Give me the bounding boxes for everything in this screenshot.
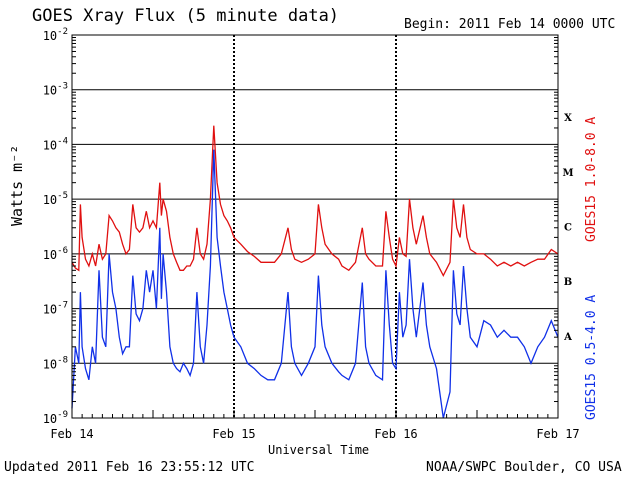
tick-label-layer: 10-9 10-8 10-7 10-6 10-5 10-4 10-3 10-2 Feb 14 Fe… [43, 27, 580, 441]
y-tick-label: 10-4 [43, 136, 68, 152]
y-tick-label: 10-6 [43, 246, 68, 262]
flare-class-labels: A B C M X [562, 113, 573, 343]
x-tick-label: Feb 14 [50, 427, 93, 441]
y-tick-label: 10-2 [43, 27, 68, 43]
series-line-short-wavelength [71, 149, 559, 419]
x-tick-label: Feb 17 [536, 427, 579, 441]
flare-class-label: C [564, 223, 572, 234]
y-tick-label: 10-9 [43, 410, 68, 426]
x-axis-label: Universal Time [268, 443, 370, 457]
flare-class-label: A [563, 332, 572, 343]
legend-series-short: GOES15 0.5-4.0 A [584, 294, 599, 420]
y-axis-label: Watts m⁻² [8, 144, 26, 226]
axis-layer [71, 34, 559, 419]
flare-class-label: B [564, 277, 572, 288]
x-tick-label: Feb 16 [374, 427, 417, 441]
grid-layer [72, 34, 558, 419]
updated-timestamp: Updated 2011 Feb 16 23:55:12 UTC [4, 460, 255, 475]
series-line-long-wavelength [71, 125, 559, 278]
begin-time: Begin: 2011 Feb 14 0000 UTC [404, 17, 616, 32]
x-tick-label: Feb 15 [212, 427, 255, 441]
y-tick-label: 10-8 [43, 355, 68, 371]
legend-series-long: GOES15 1.0-8.0 A [584, 116, 599, 242]
chart-title: GOES Xray Flux (5 minute data) [32, 6, 340, 26]
flare-class-label: X [564, 113, 572, 124]
series-layer [71, 125, 559, 419]
flare-class-label: M [562, 168, 573, 179]
y-tick-label: 10-5 [43, 191, 68, 207]
y-tick-label: 10-7 [43, 301, 68, 317]
plot-frame [71, 34, 559, 419]
y-tick-label: 10-3 [43, 82, 68, 98]
credit-text: NOAA/SWPC Boulder, CO USA [426, 460, 622, 475]
